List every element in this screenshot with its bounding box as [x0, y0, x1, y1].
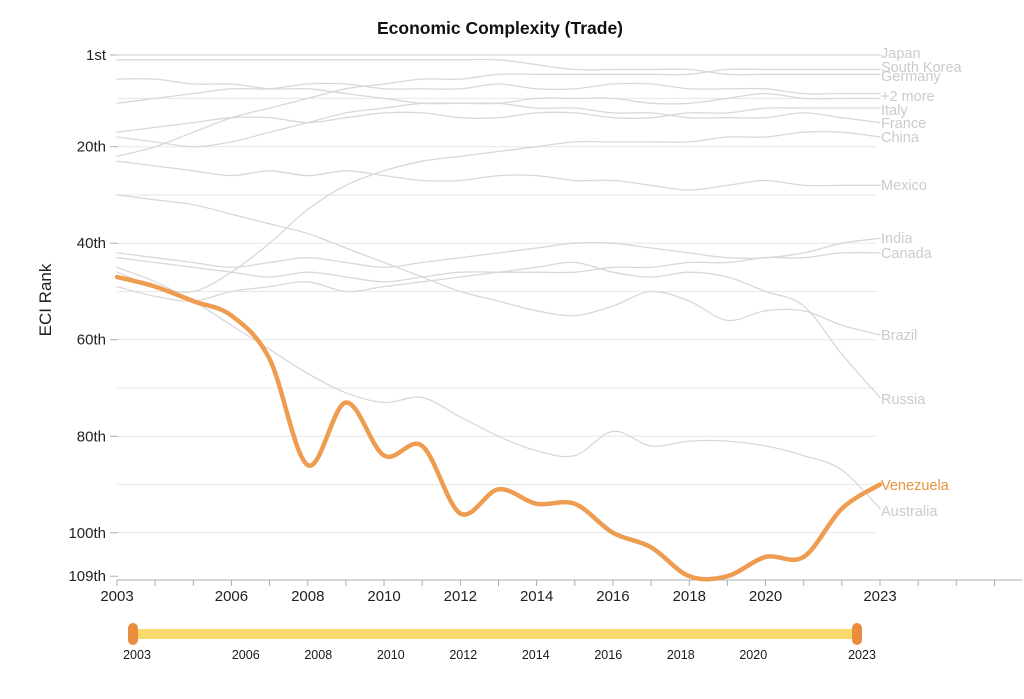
line-chart: 1st 20th 40th 60th 80th 100th 109th 2003 2006 200…	[68, 46, 1022, 605]
y-tick-label-60: 60th	[77, 332, 106, 349]
series-line-germany[interactable]	[116, 58, 881, 76]
country-label-japan[interactable]: Japan	[881, 46, 921, 62]
slider-label-2014: 2014	[521, 648, 550, 662]
x-tick-label-2016: 2016	[596, 588, 629, 605]
y-tick-label-1: 1st	[86, 47, 107, 64]
slider-label-2003: 2003	[123, 648, 151, 662]
slider-label-2010: 2010	[376, 648, 405, 662]
country-label-australia[interactable]: Australia	[881, 504, 938, 520]
country-label-italy[interactable]: Italy	[881, 103, 908, 119]
country-label-venezuela[interactable]: Venezuela	[881, 478, 950, 494]
slider-label-2023: 2023	[848, 648, 876, 662]
series-line-2-more[interactable]	[116, 82, 881, 104]
series-line-mexico[interactable]	[116, 160, 881, 191]
series-line-brazil[interactable]	[116, 194, 881, 336]
y-tick-label-20: 20th	[77, 139, 106, 156]
country-label-mexico[interactable]: Mexico	[881, 178, 927, 194]
country-label-south-korea[interactable]: South Korea	[881, 60, 963, 76]
x-tick-label-2020: 2020	[749, 588, 782, 605]
country-label-germany[interactable]: Germany	[881, 69, 941, 85]
x-tick-label-2010: 2010	[367, 588, 400, 605]
x-tick-label-2008: 2008	[291, 588, 324, 605]
x-tick-label-2006: 2006	[215, 588, 248, 605]
country-label-canada[interactable]: Canada	[881, 246, 933, 262]
series-line-australia[interactable]	[116, 266, 881, 510]
slider-handle-end[interactable]	[852, 623, 862, 645]
series-line-south-korea[interactable]	[116, 68, 881, 157]
slider-track[interactable]	[133, 629, 858, 639]
country-label-brazil[interactable]: Brazil	[881, 328, 917, 344]
slider-label-2020: 2020	[739, 648, 768, 662]
y-tick-label-40: 40th	[77, 235, 106, 252]
y-tick-label-80: 80th	[77, 428, 106, 445]
series-line-italy[interactable]	[116, 107, 881, 133]
series-line-russia[interactable]	[116, 261, 881, 399]
slider-handle-start[interactable]	[128, 623, 138, 645]
x-tick-label-2003: 2003	[100, 588, 133, 605]
country-label-china[interactable]: China	[881, 130, 920, 146]
slider-label-2008: 2008	[304, 648, 333, 662]
series-line-france[interactable]	[116, 78, 881, 124]
country-label-france[interactable]: France	[881, 116, 926, 132]
country-label-india[interactable]: India	[881, 231, 913, 247]
chart-title: Economic Complexity (Trade)	[376, 18, 624, 38]
x-tick-label-2014: 2014	[520, 588, 553, 605]
series-line-unlabeled[interactable]	[116, 92, 881, 148]
y-tick-label-100: 100th	[68, 525, 106, 542]
y-tick-label-109: 109th	[68, 568, 106, 585]
series-line-china[interactable]	[116, 130, 881, 293]
country-label-russia[interactable]: Russia	[881, 392, 926, 408]
x-tick-label-2023: 2023	[863, 588, 896, 605]
country-label-2-more[interactable]: +2 more	[881, 89, 935, 105]
slider-label-2016: 2016	[594, 648, 623, 662]
x-tick-label-2018: 2018	[673, 588, 706, 605]
x-tick-label-2012: 2012	[444, 588, 477, 605]
series-line-india[interactable]	[116, 237, 881, 268]
series-line-venezuela[interactable]	[114, 274, 883, 582]
slider-label-2012: 2012	[449, 648, 478, 662]
slider-label-2006: 2006	[231, 648, 260, 662]
slider-label-2018: 2018	[666, 648, 695, 662]
